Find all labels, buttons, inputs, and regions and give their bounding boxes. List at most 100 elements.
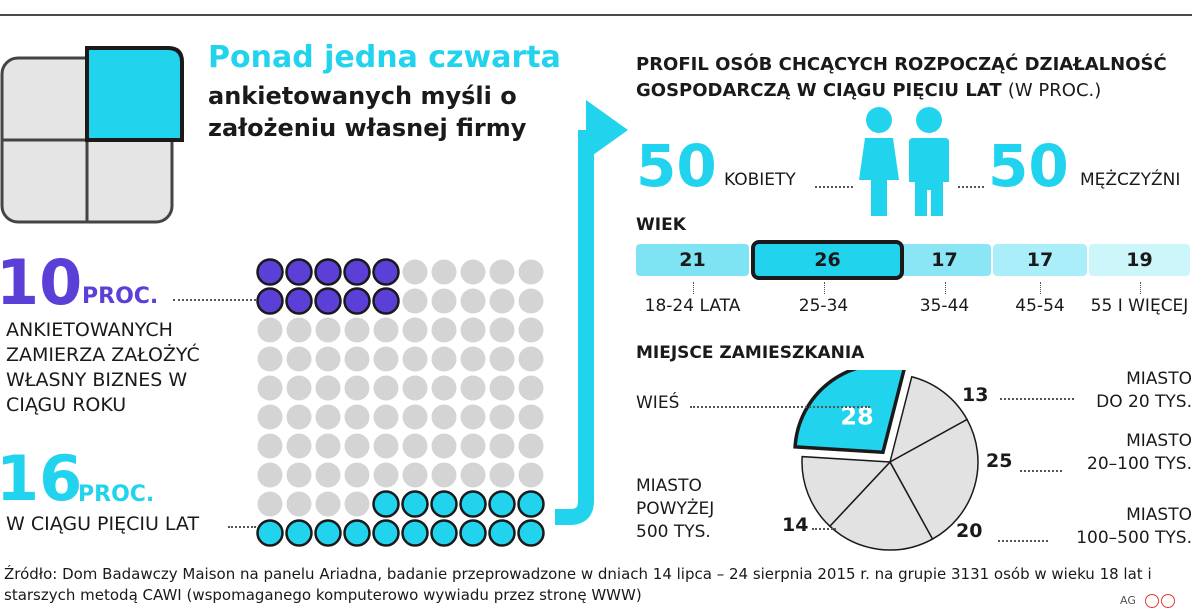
dot [402,375,428,401]
pie-slice-3 [828,460,934,551]
dot [489,404,515,430]
age-tick-3 [1040,282,1041,294]
dot [489,375,515,401]
dot [402,317,428,343]
men-value: 50 [988,132,1069,200]
dot [431,317,457,343]
pie-label-2: MIASTO 20–100 TYS. [1087,431,1192,474]
men-label: MĘŻCZYŹNI [1080,170,1181,190]
dot-year [314,258,342,286]
source-note: Źródło: Dom Badawczy Maison na panelu Ar… [4,565,1152,604]
pie-slice-1 [888,375,969,464]
pie-label-0: WIEŚ [636,393,680,413]
dot [402,404,428,430]
dot [431,462,457,488]
dot [373,404,399,430]
dot [518,259,544,285]
age-label-2: 35-44 [919,296,970,316]
dot [257,375,283,401]
stat-year-unit: PROC. [82,284,159,309]
dot-five [488,519,516,547]
dot [344,404,370,430]
dot [518,433,544,459]
dot [402,346,428,372]
dot [460,462,486,488]
dot [344,375,370,401]
dot-five [517,519,545,547]
dot [257,404,283,430]
arrow-icon [555,100,628,525]
dot-year [372,287,400,315]
dot [402,259,428,285]
pie-slice-2 [888,418,979,541]
dot-five [401,490,429,518]
dot [431,433,457,459]
residence-pie: 28 [793,370,979,551]
dot [431,375,457,401]
copyright-icon [1145,594,1160,608]
profile-title: PROFIL OSÓB CHCĄCYCH ROZPOCZĄĆ DZIAŁALNO… [636,52,1196,104]
dot [257,317,283,343]
dot [315,317,341,343]
stat-five-unit: PROC. [78,482,155,507]
dot [431,259,457,285]
dot [489,259,515,285]
stat-five-number: 16 [0,442,83,515]
credit-text: AG [1120,594,1136,607]
dot [489,433,515,459]
dot-five [372,519,400,547]
age-tick-0 [692,282,694,294]
dot [315,404,341,430]
dot [460,375,486,401]
dot [518,375,544,401]
dot-year [314,287,342,315]
age-label-1: 25-34 [798,296,849,316]
dot [460,404,486,430]
dot [257,346,283,372]
people-icon [859,107,949,216]
dot [286,491,312,517]
top-rule [0,14,1192,16]
dot [373,317,399,343]
dot [344,491,370,517]
dot-five [488,490,516,518]
dot [518,288,544,314]
pie-slice-4 [801,455,892,528]
pie-value-label-4: 14 [782,514,809,536]
dot [286,462,312,488]
pie-leader-4 [812,528,836,530]
women-value: 50 [636,132,717,200]
age-bar-0: 21 [636,244,749,276]
headline-text: ankietowanych myśli o założeniu własnej … [208,82,527,142]
age-bar-3: 17 [993,244,1087,276]
pie-value-label-1: 13 [962,384,989,406]
pie-slice-0 [793,370,906,455]
dot [431,288,457,314]
age-tick-4 [1139,282,1141,294]
dot [518,317,544,343]
dot-matrix [256,258,545,547]
pie-leader-2 [1020,470,1062,472]
dot [460,288,486,314]
dot [489,346,515,372]
age-label-4: 55 I WIĘCEJ [1090,296,1189,316]
dot [431,346,457,372]
dot [518,346,544,372]
age-label-3: 45-54 [1015,296,1065,316]
dot [344,317,370,343]
dot-five [517,490,545,518]
profile-title-note: (W PROC.) [1007,80,1102,101]
dot-year [343,258,371,286]
dot-year [285,287,313,315]
dot [257,433,283,459]
leader-line [173,299,256,301]
age-bar-2: 17 [898,244,991,276]
dot [373,433,399,459]
dot [286,375,312,401]
dot [286,317,312,343]
leader-line [228,526,256,528]
pie-leader-1 [1000,398,1074,400]
pie-value-label-3: 20 [956,520,983,542]
age-tick-2 [944,282,946,294]
dot-five [343,519,371,547]
